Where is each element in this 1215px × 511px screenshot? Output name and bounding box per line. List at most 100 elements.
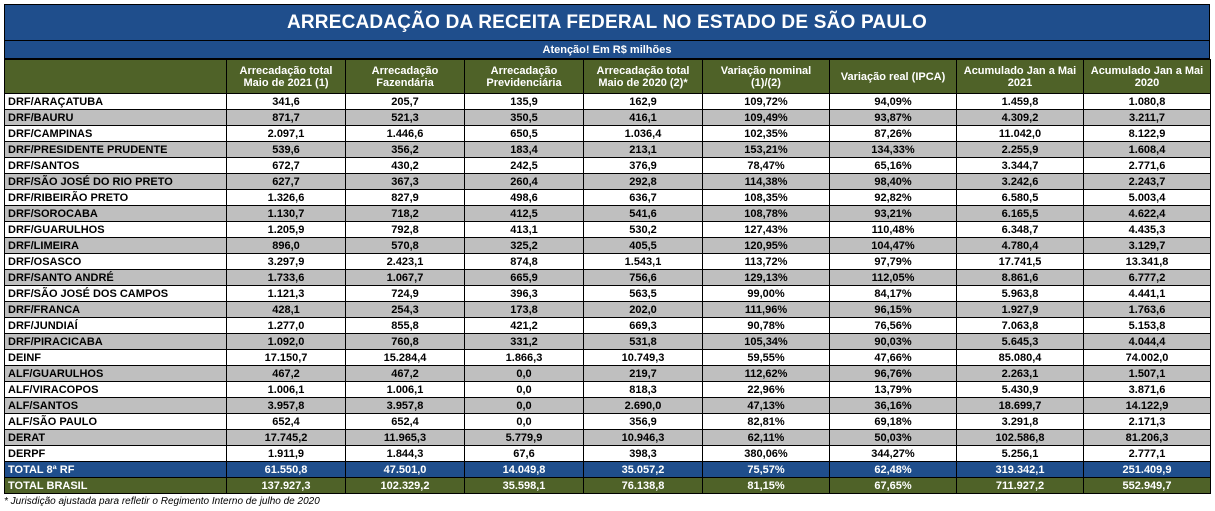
header-acumulado-2020: Acumulado Jan a Mai 2020 bbox=[1083, 59, 1211, 94]
cell-acumulado-2020: 2.243,7 bbox=[1083, 173, 1211, 190]
cell-variacao-real: 92,82% bbox=[829, 189, 957, 206]
cell-previdenciaria: 0,0 bbox=[464, 413, 584, 430]
cell-variacao-nominal: 105,34% bbox=[702, 333, 830, 350]
cell-unit-name: DRF/PRESIDENTE PRUDENTE bbox=[4, 141, 227, 158]
cell-fazendaria: 792,8 bbox=[345, 221, 465, 238]
cell-acumulado-2021: 6.165,5 bbox=[956, 205, 1084, 222]
cell-acumulado-2020: 81.206,3 bbox=[1083, 429, 1211, 446]
header-total-2020: Arrecadação total Maio de 2020 (2)* bbox=[583, 59, 703, 94]
cell-unit-name: ALF/SÃO PAULO bbox=[4, 413, 227, 430]
cell-fazendaria: 3.957,8 bbox=[345, 397, 465, 414]
cell-previdenciaria: 260,4 bbox=[464, 173, 584, 190]
cell-unit-name: TOTAL BRASIL bbox=[4, 477, 227, 494]
cell-total-2021: 3.297,9 bbox=[226, 253, 346, 270]
cell-acumulado-2020: 74.002,0 bbox=[1083, 349, 1211, 366]
cell-fazendaria: 855,8 bbox=[345, 317, 465, 334]
cell-acumulado-2020: 1.763,6 bbox=[1083, 301, 1211, 318]
cell-previdenciaria: 0,0 bbox=[464, 365, 584, 382]
header-total-2021: Arrecadação total Maio de 2021 (1) bbox=[226, 59, 346, 94]
cell-variacao-nominal: 59,55% bbox=[702, 349, 830, 366]
cell-unit-name: DRF/SANTO ANDRÉ bbox=[4, 269, 227, 286]
cell-total-2020: 1.036,4 bbox=[583, 125, 703, 142]
table-row: DRF/JUNDIAÍ 1.277,0 855,8 421,2 669,3 90,78% 7… bbox=[4, 317, 1211, 334]
cell-acumulado-2020: 5.003,4 bbox=[1083, 189, 1211, 206]
cell-unit-name: DRF/SANTOS bbox=[4, 157, 227, 174]
cell-variacao-nominal: 109,72% bbox=[702, 93, 830, 110]
cell-fazendaria: 205,7 bbox=[345, 93, 465, 110]
cell-acumulado-2020: 251.409,9 bbox=[1083, 461, 1211, 478]
cell-variacao-nominal: 47,13% bbox=[702, 397, 830, 414]
cell-total-2020: 818,3 bbox=[583, 381, 703, 398]
cell-variacao-nominal: 114,38% bbox=[702, 173, 830, 190]
cell-variacao-real: 134,33% bbox=[829, 141, 957, 158]
cell-acumulado-2021: 18.699,7 bbox=[956, 397, 1084, 414]
cell-total-2021: 539,6 bbox=[226, 141, 346, 158]
cell-variacao-real: 84,17% bbox=[829, 285, 957, 302]
cell-fazendaria: 102.329,2 bbox=[345, 477, 465, 494]
cell-fazendaria: 718,2 bbox=[345, 205, 465, 222]
cell-acumulado-2020: 3.871,6 bbox=[1083, 381, 1211, 398]
cell-total-2020: 541,6 bbox=[583, 205, 703, 222]
table-row: DRF/ARAÇATUBA 341,6 205,7 135,9 162,9 109,72%… bbox=[4, 93, 1211, 110]
cell-acumulado-2021: 5.963,8 bbox=[956, 285, 1084, 302]
cell-acumulado-2020: 1.608,4 bbox=[1083, 141, 1211, 158]
cell-total-2020: 531,8 bbox=[583, 333, 703, 350]
cell-previdenciaria: 331,2 bbox=[464, 333, 584, 350]
cell-variacao-real: 36,16% bbox=[829, 397, 957, 414]
units-note: Atenção! Em R$ milhões bbox=[4, 41, 1210, 59]
table-row: DRF/SANTO ANDRÉ 1.733,6 1.067,7 665,9 756,6 1… bbox=[4, 269, 1211, 286]
cell-acumulado-2021: 1.459,8 bbox=[956, 93, 1084, 110]
cell-unit-name: TOTAL 8ª RF bbox=[4, 461, 227, 478]
cell-variacao-real: 344,27% bbox=[829, 445, 957, 462]
cell-total-2021: 1.092,0 bbox=[226, 333, 346, 350]
cell-unit-name: DRF/CAMPINAS bbox=[4, 125, 227, 142]
cell-acumulado-2021: 5.256,1 bbox=[956, 445, 1084, 462]
revenue-table: Arrecadação total Maio de 2021 (1) Arrec… bbox=[4, 59, 1211, 494]
cell-acumulado-2021: 2.263,1 bbox=[956, 365, 1084, 382]
cell-fazendaria: 2.423,1 bbox=[345, 253, 465, 270]
table-body: DRF/ARAÇATUBA 341,6 205,7 135,9 162,9 109,72%… bbox=[4, 93, 1211, 494]
table-row: DERPF 1.911,9 1.844,3 67,6 398,3 380,06% 344,2… bbox=[4, 445, 1211, 462]
cell-fazendaria: 521,3 bbox=[345, 109, 465, 126]
cell-variacao-real: 112,05% bbox=[829, 269, 957, 286]
cell-total-2020: 10.749,3 bbox=[583, 349, 703, 366]
cell-acumulado-2021: 6.580,5 bbox=[956, 189, 1084, 206]
cell-unit-name: DRF/SÃO JOSÉ DOS CAMPOS bbox=[4, 285, 227, 302]
cell-total-2020: 10.946,3 bbox=[583, 429, 703, 446]
cell-fazendaria: 467,2 bbox=[345, 365, 465, 382]
cell-unit-name: DERAT bbox=[4, 429, 227, 446]
page-title: ARRECADAÇÃO DA RECEITA FEDERAL NO ESTADO… bbox=[4, 4, 1210, 41]
cell-total-2020: 636,7 bbox=[583, 189, 703, 206]
cell-variacao-nominal: 153,21% bbox=[702, 141, 830, 158]
cell-variacao-real: 76,56% bbox=[829, 317, 957, 334]
cell-acumulado-2020: 4.441,1 bbox=[1083, 285, 1211, 302]
cell-acumulado-2020: 1.507,1 bbox=[1083, 365, 1211, 382]
cell-previdenciaria: 396,3 bbox=[464, 285, 584, 302]
cell-total-2020: 356,9 bbox=[583, 413, 703, 430]
total-brasil-row: TOTAL BRASIL 137.927,3 102.329,2 35.598,1 76… bbox=[4, 477, 1211, 494]
cell-variacao-nominal: 82,81% bbox=[702, 413, 830, 430]
cell-unit-name: ALF/VIRACOPOS bbox=[4, 381, 227, 398]
cell-acumulado-2020: 13.341,8 bbox=[1083, 253, 1211, 270]
cell-variacao-real: 69,18% bbox=[829, 413, 957, 430]
cell-fazendaria: 724,9 bbox=[345, 285, 465, 302]
header-acumulado-2021: Acumulado Jan a Mai 2021 bbox=[956, 59, 1084, 94]
cell-total-2021: 137.927,3 bbox=[226, 477, 346, 494]
cell-acumulado-2021: 711.927,2 bbox=[956, 477, 1084, 494]
cell-total-2020: 213,1 bbox=[583, 141, 703, 158]
cell-total-2021: 1.006,1 bbox=[226, 381, 346, 398]
cell-acumulado-2021: 3.344,7 bbox=[956, 157, 1084, 174]
cell-variacao-nominal: 113,72% bbox=[702, 253, 830, 270]
cell-total-2021: 627,7 bbox=[226, 173, 346, 190]
cell-total-2021: 871,7 bbox=[226, 109, 346, 126]
table-row: DRF/FRANCA 428,1 254,3 173,8 202,0 111,96% 96,… bbox=[4, 301, 1211, 318]
cell-previdenciaria: 5.779,9 bbox=[464, 429, 584, 446]
cell-variacao-nominal: 129,13% bbox=[702, 269, 830, 286]
cell-total-2021: 467,2 bbox=[226, 365, 346, 382]
cell-variacao-real: 13,79% bbox=[829, 381, 957, 398]
cell-total-2020: 1.543,1 bbox=[583, 253, 703, 270]
cell-variacao-nominal: 111,96% bbox=[702, 301, 830, 318]
cell-previdenciaria: 412,5 bbox=[464, 205, 584, 222]
cell-fazendaria: 570,8 bbox=[345, 237, 465, 254]
cell-unit-name: DRF/OSASCO bbox=[4, 253, 227, 270]
